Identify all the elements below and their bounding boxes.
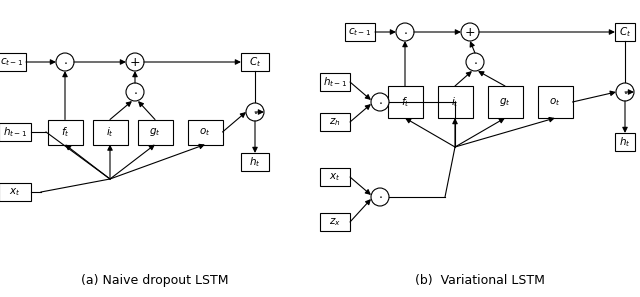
FancyBboxPatch shape xyxy=(241,153,269,171)
Text: $g_t$: $g_t$ xyxy=(499,96,511,108)
Circle shape xyxy=(126,53,144,71)
Circle shape xyxy=(461,23,479,41)
FancyBboxPatch shape xyxy=(241,53,269,71)
FancyBboxPatch shape xyxy=(345,23,375,41)
FancyBboxPatch shape xyxy=(47,119,83,145)
Text: $\cdot$: $\cdot$ xyxy=(403,26,407,39)
Circle shape xyxy=(396,23,414,41)
Text: $C_t$: $C_t$ xyxy=(249,55,261,69)
Text: $h_{t-1}$: $h_{t-1}$ xyxy=(323,75,347,89)
Text: $\cdot$: $\cdot$ xyxy=(623,86,627,99)
Text: $o_t$: $o_t$ xyxy=(199,126,211,138)
Circle shape xyxy=(371,188,389,206)
Text: $\cdot$: $\cdot$ xyxy=(378,96,382,108)
Text: $z_x$: $z_x$ xyxy=(329,216,341,228)
Text: $\cdot$: $\cdot$ xyxy=(132,86,138,99)
FancyBboxPatch shape xyxy=(488,86,522,118)
Text: $\cdot$: $\cdot$ xyxy=(378,190,382,203)
FancyBboxPatch shape xyxy=(188,119,223,145)
Text: $+$: $+$ xyxy=(465,26,476,39)
Text: $c_{t-1}$: $c_{t-1}$ xyxy=(0,56,24,68)
FancyBboxPatch shape xyxy=(320,213,350,231)
Text: $x_t$: $x_t$ xyxy=(9,186,20,198)
Text: $h_{t-1}$: $h_{t-1}$ xyxy=(3,125,27,139)
FancyBboxPatch shape xyxy=(320,113,350,131)
Text: $c_{t-1}$: $c_{t-1}$ xyxy=(348,26,372,38)
Circle shape xyxy=(371,93,389,111)
Text: $g_t$: $g_t$ xyxy=(149,126,161,138)
Text: $o_t$: $o_t$ xyxy=(549,96,561,108)
FancyBboxPatch shape xyxy=(93,119,127,145)
FancyBboxPatch shape xyxy=(615,133,635,151)
Text: $\cdot$: $\cdot$ xyxy=(253,105,257,119)
Text: $x_t$: $x_t$ xyxy=(329,171,340,183)
FancyBboxPatch shape xyxy=(138,119,173,145)
FancyBboxPatch shape xyxy=(538,86,573,118)
FancyBboxPatch shape xyxy=(320,168,350,186)
FancyBboxPatch shape xyxy=(0,183,31,201)
Text: $f_t$: $f_t$ xyxy=(401,95,410,109)
Text: $C_t$: $C_t$ xyxy=(619,25,631,39)
Text: $i_t$: $i_t$ xyxy=(451,95,459,109)
FancyBboxPatch shape xyxy=(615,23,635,41)
Text: $h_t$: $h_t$ xyxy=(619,135,631,149)
Circle shape xyxy=(616,83,634,101)
Text: $\cdot$: $\cdot$ xyxy=(63,56,67,69)
Circle shape xyxy=(56,53,74,71)
Text: $+$: $+$ xyxy=(129,56,141,69)
Text: $i_t$: $i_t$ xyxy=(106,125,114,139)
FancyBboxPatch shape xyxy=(387,86,422,118)
Text: $h_t$: $h_t$ xyxy=(249,155,261,169)
Text: $\cdot$: $\cdot$ xyxy=(473,56,477,69)
Circle shape xyxy=(466,53,484,71)
Text: (b)  Variational LSTM: (b) Variational LSTM xyxy=(415,274,545,287)
FancyBboxPatch shape xyxy=(438,86,472,118)
Circle shape xyxy=(246,103,264,121)
Text: $f_t$: $f_t$ xyxy=(61,125,69,139)
FancyBboxPatch shape xyxy=(320,73,350,91)
FancyBboxPatch shape xyxy=(0,123,31,141)
FancyBboxPatch shape xyxy=(0,53,26,71)
Circle shape xyxy=(126,83,144,101)
Text: $z_h$: $z_h$ xyxy=(329,116,340,128)
Text: (a) Naive dropout LSTM: (a) Naive dropout LSTM xyxy=(81,274,228,287)
